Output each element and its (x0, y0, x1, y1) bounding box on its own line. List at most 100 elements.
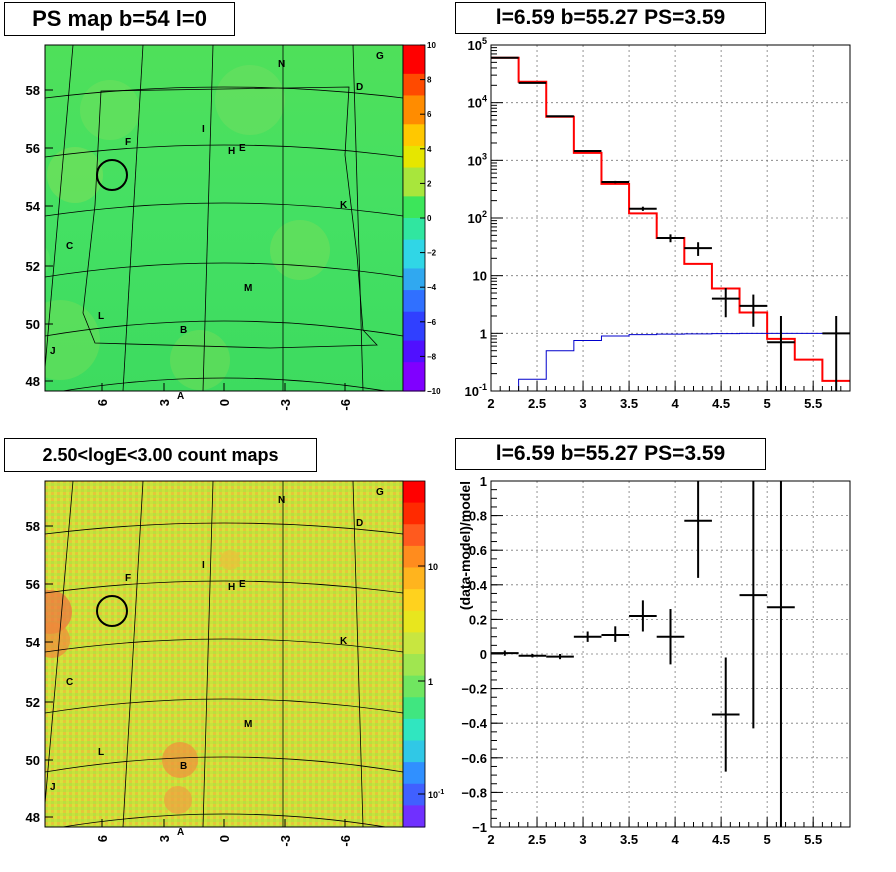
residual-x-tick-label: 3 (579, 832, 586, 847)
colorbar-segment (403, 124, 425, 133)
residual-data-point (767, 481, 795, 827)
source-step-line (491, 332, 850, 391)
colorbar-segment (403, 311, 425, 320)
colorbar-segment (403, 333, 425, 342)
colorbar-segment (403, 747, 425, 756)
spectrum-data-point (573, 150, 602, 153)
longitude-line (122, 45, 144, 391)
residual-y-tick-label: 0.6 (469, 543, 487, 558)
spectrum-y-tick-label: 105 (468, 36, 487, 53)
spectrum-data-point (601, 180, 630, 184)
colorbar-segment (403, 268, 425, 277)
source-label: G (376, 487, 384, 498)
colorbar-segment (403, 102, 425, 111)
latitude-line (45, 86, 403, 99)
colorbar-segment (403, 66, 425, 75)
colorbar-segment (403, 661, 425, 670)
colorbar-label: 10-1 (428, 789, 444, 800)
residual-y-tick-label: 0 (480, 647, 487, 662)
colorbar-segment (403, 574, 425, 583)
source-label: A (177, 827, 184, 838)
colorbar-segment (403, 718, 425, 727)
ps-map-patch (45, 246, 50, 274)
residual-x-tick-label: 5 (764, 832, 771, 847)
latitude-line (45, 638, 403, 653)
source-label: D (356, 518, 363, 529)
lat-tick-label: 54 (26, 635, 41, 650)
colorbar-segment (403, 776, 425, 785)
colorbar-segment (403, 218, 425, 226)
residual-data-point (573, 631, 602, 642)
colorbar-segment (403, 117, 425, 125)
ps-map-title: PS map b=54 l=0 (4, 2, 235, 36)
lon-tick-label: 0 (217, 399, 232, 406)
spectrum-data-point (822, 315, 850, 391)
colorbar-segment (403, 167, 425, 176)
colorbar-segment (403, 254, 425, 262)
colorbar-segment (403, 819, 425, 828)
colorbar-segment (403, 524, 425, 533)
residual-data-point (629, 600, 657, 632)
residual-y-tick-label: −0.4 (461, 716, 487, 731)
colorbar-label: −6 (427, 318, 437, 327)
source-label: H (228, 146, 235, 157)
spectrum-data-point (684, 242, 712, 256)
spectrum-data-point (711, 288, 740, 318)
longitude-line (352, 45, 364, 391)
lon-tick-label: -6 (338, 399, 353, 411)
colorbar-segment (403, 297, 425, 306)
residual-y-tick-label: −0.2 (461, 682, 487, 697)
residual-data-point (711, 657, 740, 772)
source-label: K (340, 636, 348, 647)
residual-data-point (739, 481, 768, 729)
colorbar-segment (403, 625, 425, 633)
colorbar-segment (403, 495, 425, 504)
colorbar-segment (403, 805, 425, 814)
residual-y-tick-label: 0.4 (469, 578, 488, 593)
longitude-line (202, 45, 214, 391)
colorbar-segment (403, 726, 425, 734)
spectrum-x-tick-label: 5 (764, 396, 771, 411)
longitude-line (122, 481, 144, 827)
source-label: M (244, 719, 252, 730)
colorbar-segment (403, 326, 425, 334)
colorbar-segment (403, 45, 425, 53)
colorbar-segment (403, 318, 425, 327)
lat-tick-label: 52 (26, 695, 40, 710)
source-label: J (50, 346, 56, 357)
lat-tick-label: 50 (26, 753, 40, 768)
colorbar-segment (403, 88, 425, 97)
colorbar-label: 1 (428, 677, 433, 687)
residual-y-axis-label: (data-model)/model (457, 481, 473, 610)
colorbar-segment (403, 239, 425, 248)
source-label: H (228, 582, 235, 593)
source-label: E (239, 579, 246, 590)
lat-tick-label: 48 (26, 374, 40, 389)
colorbar-segment (403, 347, 425, 356)
colorbar-segment (403, 181, 425, 190)
spectrum-y-tick-label: 10 (473, 269, 487, 284)
colorbar-label: 2 (427, 179, 432, 188)
roi-outline (82, 86, 378, 349)
colorbar-segment (403, 790, 425, 799)
colorbar-segment (403, 733, 425, 742)
sky-map-top: N G D I F H E K C M L B J A 58 56 54 52 50 48 6 3 0 -3 -6 10 8 6 4 2 0… (26, 41, 442, 411)
spectrum-x-tick-label: 4 (671, 396, 679, 411)
colorbar-segment (403, 481, 425, 489)
source-label: L (98, 311, 104, 322)
longitude-line (202, 481, 214, 827)
colorbar-segment (403, 581, 425, 590)
colorbar-segment (403, 704, 425, 713)
spectrum-x-tick-label: 2.5 (528, 396, 546, 411)
source-label: N (278, 495, 285, 506)
lon-tick-label: 3 (157, 835, 172, 842)
source-label: F (125, 573, 131, 584)
colorbar-segment (403, 340, 425, 349)
lon-tick-label: 0 (217, 835, 232, 842)
colorbar-segment (403, 509, 425, 518)
source-circle (96, 159, 128, 191)
latitude-line (45, 522, 403, 535)
colorbar-segment (403, 160, 425, 169)
colorbar-segment (403, 362, 425, 370)
lat-tick-label: 58 (26, 519, 40, 534)
